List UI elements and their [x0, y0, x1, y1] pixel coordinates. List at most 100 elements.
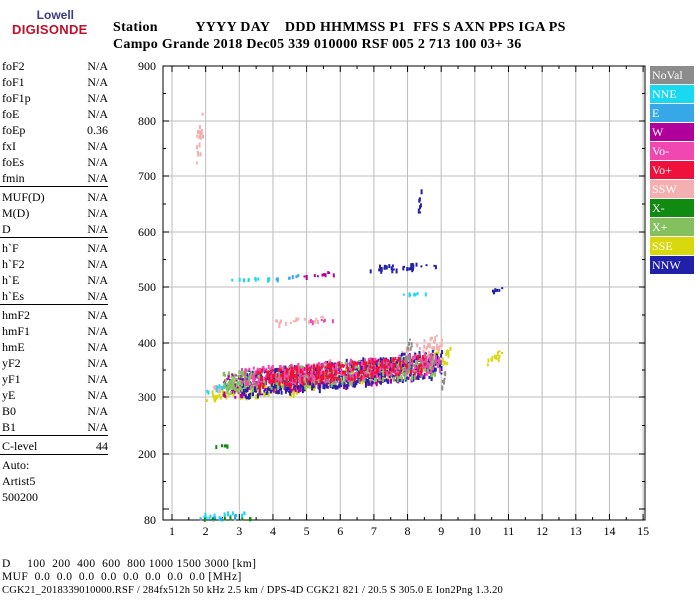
echo-point	[277, 391, 280, 395]
echo-point	[252, 392, 254, 397]
echo-point	[431, 366, 434, 370]
echo-point	[324, 366, 327, 369]
echo-point	[334, 376, 337, 379]
echo-point	[433, 340, 435, 344]
echo-point	[422, 358, 425, 363]
echo-point	[432, 363, 435, 369]
x-tick-label: 4	[270, 524, 276, 538]
x-tick-label: 3	[236, 524, 242, 538]
echo-point	[291, 375, 293, 379]
echo-point	[252, 375, 255, 381]
echo-point	[338, 368, 341, 372]
echo-point	[301, 380, 304, 385]
echo-point	[413, 372, 416, 376]
echo-point	[223, 391, 226, 396]
echo-point	[420, 189, 423, 195]
echo-point	[233, 380, 236, 385]
echo-point	[435, 351, 438, 355]
echo-point	[327, 380, 330, 383]
echo-point	[359, 361, 362, 367]
echo-point	[371, 369, 374, 375]
echo-point	[414, 293, 417, 297]
echo-point	[285, 367, 288, 373]
echo-point	[315, 317, 318, 320]
param-name: h`E	[2, 273, 20, 287]
echo-point	[196, 134, 199, 138]
echo-point	[409, 357, 411, 362]
echo-point	[196, 150, 199, 155]
echo-point	[391, 264, 394, 268]
echo-point	[199, 133, 202, 137]
echo-point	[268, 277, 271, 280]
echo-point	[244, 377, 247, 381]
echo-point	[195, 161, 198, 165]
echo-point	[251, 386, 254, 392]
echo-point	[311, 371, 313, 377]
echo-point	[280, 319, 282, 323]
echo-point	[276, 367, 279, 372]
param-name: yF2	[2, 356, 21, 370]
param-name: M(D)	[2, 206, 30, 220]
echo-point	[401, 371, 404, 374]
echo-point	[241, 371, 244, 377]
echo-point	[336, 373, 339, 376]
echo-point	[257, 384, 260, 388]
echo-point	[311, 376, 314, 382]
echo-point	[412, 377, 415, 382]
echo-point	[347, 374, 350, 380]
echo-point	[250, 374, 252, 378]
echo-point	[435, 359, 438, 362]
param-row: h`F N/A	[0, 240, 112, 256]
echo-point	[246, 381, 249, 387]
echo-point	[332, 364, 335, 368]
echo-point	[392, 268, 395, 271]
echo-point	[407, 355, 410, 360]
echo-point	[410, 263, 413, 269]
param-row: h`F2 N/A	[0, 256, 112, 272]
echo-point	[285, 383, 288, 387]
echo-point	[421, 359, 424, 362]
echo-point	[247, 376, 250, 380]
echo-point	[340, 372, 343, 377]
echo-point	[404, 375, 407, 378]
echo-point	[380, 372, 383, 377]
echo-point	[429, 337, 432, 341]
echo-point	[260, 372, 263, 375]
echo-point	[400, 353, 403, 356]
echo-point	[333, 366, 336, 369]
footer-distance-row: D 100 200 400 600 800 1000 1500 3000 [km…	[2, 558, 257, 570]
echo-point	[391, 268, 394, 274]
echo-point	[272, 374, 275, 378]
echo-point	[304, 384, 307, 390]
ionogram-chart: 1 2 3 4 5 6 7 8 9 10 11 12 13 14 158020030040050060070…	[138, 59, 649, 538]
echo-point	[246, 396, 248, 400]
x-tick-label: 10	[469, 524, 481, 538]
echo-point	[215, 385, 218, 389]
echo-point	[431, 349, 434, 353]
echo-point	[199, 125, 201, 130]
echo-point	[411, 360, 414, 365]
echo-point	[281, 385, 284, 388]
echo-point	[384, 371, 387, 375]
param-value: N/A	[87, 273, 108, 287]
echo-point	[270, 379, 273, 383]
echo-point	[382, 368, 385, 374]
echo-point	[301, 377, 304, 383]
echo-point	[288, 390, 290, 393]
echo-point	[420, 368, 423, 373]
echo-point	[322, 383, 325, 389]
param-value: N/A	[87, 171, 108, 185]
echo-point	[449, 346, 452, 351]
echo-point	[232, 377, 235, 380]
echo-point	[328, 370, 331, 375]
echo-point	[387, 365, 390, 369]
echo-point	[447, 354, 450, 359]
echo-point	[243, 379, 246, 383]
echo-point	[337, 361, 339, 365]
x-tick-label: 6	[337, 524, 343, 538]
echo-point	[198, 142, 201, 148]
echo-point	[407, 359, 410, 362]
echo-point	[376, 366, 379, 370]
param-value: N/A	[87, 59, 108, 73]
echo-point	[258, 387, 261, 393]
